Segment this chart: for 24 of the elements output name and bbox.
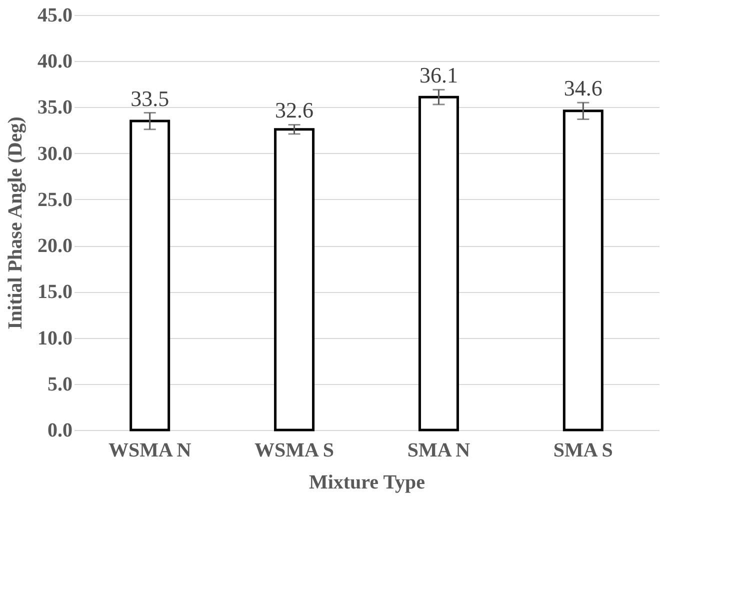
- y-tick-label: 20.0: [38, 235, 72, 258]
- x-axis-title: Mixture Type: [308, 472, 426, 494]
- data-label: 34.6: [564, 76, 602, 101]
- data-label: 36.1: [419, 62, 458, 88]
- y-tick-label: 0.0: [48, 420, 72, 442]
- y-tick-label: 25.0: [38, 188, 72, 211]
- x-tick-label: SMA N: [407, 440, 471, 462]
- y-tick-label: 40.0: [38, 50, 72, 73]
- y-tick-label: 15.0: [38, 281, 72, 304]
- bar: [418, 96, 459, 432]
- x-tick-label: WSMA S: [254, 440, 334, 462]
- y-axis-title: Initial Phase Angle (Deg): [4, 116, 26, 330]
- y-tick-label: 45.0: [38, 4, 72, 26]
- y-tick-label: 30.0: [38, 142, 72, 165]
- y-tick-label: 35.0: [38, 96, 72, 119]
- bar: [274, 128, 315, 432]
- y-tick-label: 10.0: [38, 327, 72, 350]
- data-label: 33.5: [130, 86, 170, 111]
- bar: [562, 110, 604, 432]
- y-tick-label: 5.0: [48, 373, 72, 396]
- bar: [130, 120, 170, 432]
- data-label: 32.6: [275, 98, 314, 123]
- x-tick-label: SMA S: [553, 440, 613, 462]
- x-tick-label: WSMA N: [108, 440, 192, 462]
